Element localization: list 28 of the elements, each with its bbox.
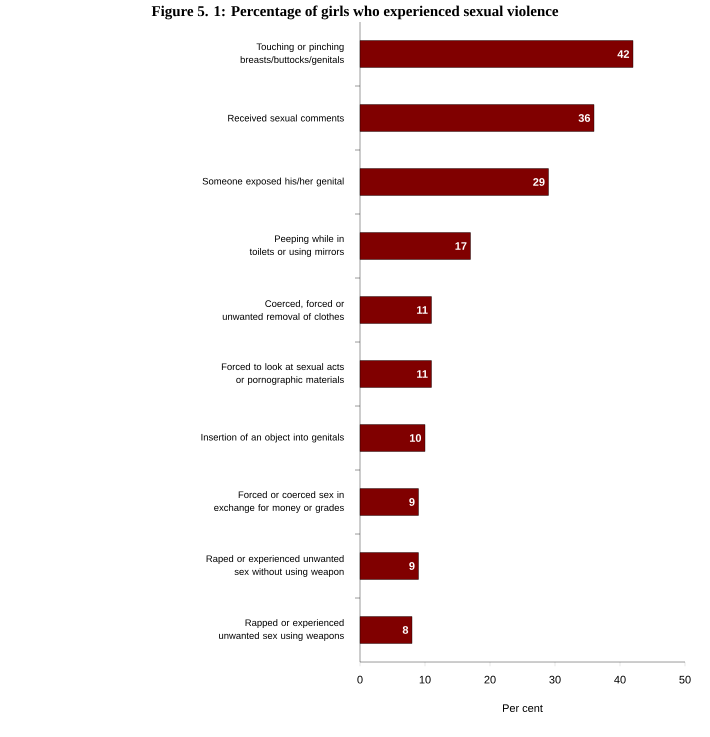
data-label: 9	[409, 498, 415, 506]
y-tick-label: Someone exposed his/her genital	[202, 178, 344, 186]
x-tick-label: 10	[420, 676, 431, 684]
x-tick-label: 30	[549, 676, 561, 684]
y-tick-label: Insertion of an object into genitals	[201, 434, 344, 442]
x-tick-label: 40	[614, 676, 626, 684]
y-tick-label: Forced or coerced sex in exchange for money or grades	[214, 491, 344, 513]
y-tick-label: Rapped or experienced unwanted sex using weapons	[219, 619, 344, 641]
data-label: 36	[578, 114, 590, 122]
x-axis-title: Per cent	[503, 704, 543, 712]
x-tick-label: 20	[484, 676, 496, 684]
data-label: 29	[533, 178, 545, 186]
y-tick-label: Forced to look at sexual acts or pornographic materials	[222, 363, 344, 385]
data-label: 8	[402, 626, 408, 634]
chart-title: Figure 5. 1: Percentage of girls who experienced sexual violence	[152, 6, 558, 20]
y-tick-label: Raped or experienced unwanted sex without using weapon	[206, 555, 344, 577]
y-tick-label: Coerced, forced or unwanted removal of clothes	[222, 300, 344, 320]
data-label: 9	[409, 562, 415, 570]
data-label: 11	[417, 306, 428, 314]
x-tick-label: 0	[357, 676, 363, 684]
data-label: 42	[617, 50, 630, 58]
data-label: 11	[417, 370, 428, 378]
y-tick-label: Touching or pinching breasts/buttocks/genitals	[240, 43, 344, 65]
data-label: 10	[410, 434, 422, 442]
y-tick-label: Received sexual comments	[228, 114, 344, 122]
y-tick-label: Peeping while in toilets or using mirrors	[250, 235, 344, 257]
x-tick-label: 50	[679, 676, 691, 684]
data-label: 17	[455, 242, 466, 250]
